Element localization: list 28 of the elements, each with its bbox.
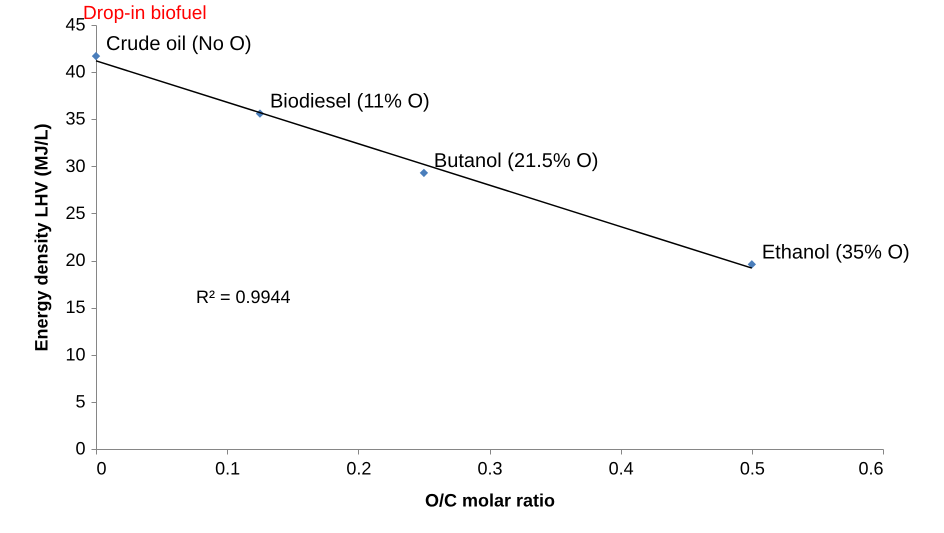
x-tick-label: 0.1 bbox=[215, 458, 240, 478]
y-tick-label: 15 bbox=[65, 297, 86, 318]
y-tick-label: 20 bbox=[65, 250, 86, 270]
y-tick-label: 5 bbox=[75, 391, 86, 412]
annotation: Ethanol (35% O) bbox=[762, 241, 910, 264]
annotation: Butanol (21.5% O) bbox=[434, 150, 598, 172]
y-tick-label: 45 bbox=[65, 14, 86, 34]
x-tick-label: 0.5 bbox=[740, 458, 765, 478]
annotation: R² = 0.9944 bbox=[196, 287, 291, 307]
annotation: Biodiesel (11% O) bbox=[270, 90, 430, 113]
x-tick-label: 0.2 bbox=[346, 458, 372, 478]
y-tick-label: 35 bbox=[65, 108, 86, 129]
y-tick-label: 0 bbox=[75, 438, 86, 458]
point bbox=[748, 260, 756, 269]
x-tick-label: 0.6 bbox=[858, 458, 884, 478]
y-axis-title: Energy density LHV (MJ/L) bbox=[31, 123, 52, 352]
point bbox=[92, 52, 100, 60]
annotation: Crude oil (No O) bbox=[106, 33, 252, 56]
text: Drop-in biofuel bbox=[83, 3, 207, 24]
point bbox=[420, 168, 428, 178]
x-axis-title: O/C molar ratio bbox=[424, 490, 556, 510]
y-tick-label: 30 bbox=[65, 156, 86, 176]
y-tick-label: 25 bbox=[65, 202, 86, 223]
y-tick-label: 10 bbox=[65, 344, 86, 364]
y-tick-label: 40 bbox=[65, 62, 86, 82]
x-tick-label: 0.4 bbox=[608, 458, 634, 478]
x-tick-label: 0.3 bbox=[477, 458, 503, 478]
x-tick-label: 0 bbox=[96, 458, 107, 478]
